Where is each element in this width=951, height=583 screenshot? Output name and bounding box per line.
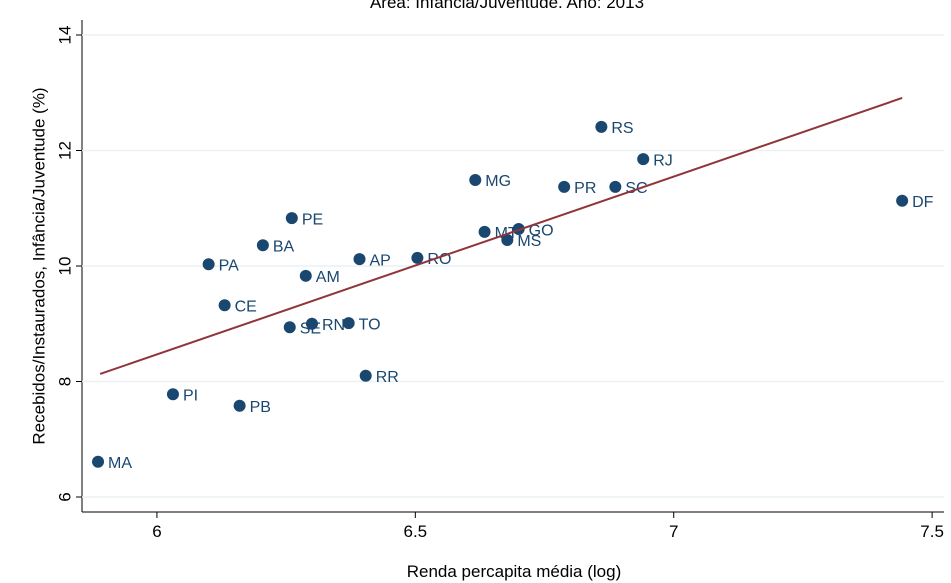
point: [92, 455, 105, 468]
point-label: PE: [302, 211, 323, 228]
x-tick-label: 7: [669, 522, 678, 541]
point: [285, 212, 298, 225]
point: [256, 239, 269, 252]
point: [558, 180, 571, 193]
point-label: MA: [108, 455, 132, 472]
y-tick-label: 12: [55, 141, 74, 160]
point: [411, 251, 424, 264]
point-label: GO: [529, 222, 554, 239]
fit-line: [99, 97, 903, 375]
point: [896, 194, 909, 207]
x-tick-label: 6: [152, 522, 161, 541]
point: [359, 369, 372, 382]
point: [501, 234, 514, 247]
point-label: RJ: [653, 152, 673, 169]
point: [218, 299, 231, 312]
y-tick-label: 6: [55, 492, 74, 501]
y-tick-label: 14: [55, 26, 74, 45]
point-label: PI: [183, 387, 198, 404]
point: [478, 225, 491, 238]
x-axis-title: Renda percapita média (log): [407, 562, 622, 581]
point: [233, 399, 246, 412]
point: [595, 120, 608, 133]
y-tick-label: 10: [55, 257, 74, 276]
point: [609, 180, 622, 193]
chart-title: Área: Infância/Juventude. Ano: 2013: [370, 0, 644, 12]
point: [166, 388, 179, 401]
y-tick-label: 8: [55, 377, 74, 386]
point-label: PR: [574, 180, 596, 197]
point-label: PB: [250, 399, 271, 416]
point: [202, 258, 215, 271]
point-label: RS: [611, 120, 633, 137]
point: [305, 317, 318, 330]
point-label: MG: [485, 173, 511, 190]
point-label: PA: [219, 257, 239, 274]
x-tick-label: 6.5: [404, 522, 428, 541]
point-label: CE: [235, 298, 257, 315]
point-label: DF: [912, 194, 934, 211]
point-label: BA: [273, 238, 295, 255]
x-tick-label: 7.5: [920, 522, 944, 541]
point-label: AP: [370, 252, 391, 269]
point: [469, 173, 482, 186]
point: [299, 269, 312, 282]
y-axis-title: Recebidos/Instaurados, Infância/Juventud…: [29, 87, 48, 444]
point-label: AM: [316, 269, 340, 286]
point-label: TO: [359, 316, 381, 333]
point: [342, 317, 355, 330]
point-label: RR: [376, 369, 399, 386]
point-label: RN: [322, 317, 345, 334]
point: [353, 253, 366, 266]
point-label: MS: [517, 233, 541, 250]
point: [283, 321, 296, 334]
point: [637, 153, 650, 166]
